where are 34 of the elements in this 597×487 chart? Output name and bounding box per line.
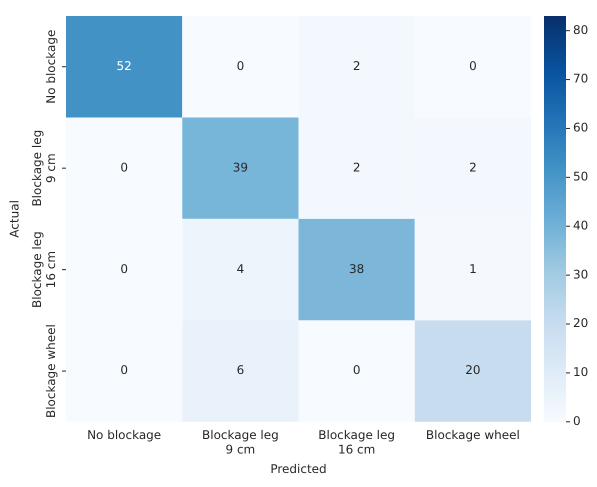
data-label: 1 bbox=[469, 262, 477, 276]
data-label: 0 bbox=[236, 58, 244, 73]
x-tick-label: Blockage leg 9 cm bbox=[202, 428, 279, 457]
x-tick-label: Blockage leg 16 cm bbox=[318, 428, 395, 457]
x-tick-label: No blockage bbox=[87, 428, 162, 442]
y-tick-label: Blockage leg 9 cm bbox=[30, 130, 58, 207]
data-label: 0 bbox=[120, 262, 128, 276]
data-label: 2 bbox=[469, 160, 477, 174]
data-label: 52 bbox=[116, 58, 132, 73]
data-label: 38 bbox=[348, 262, 364, 276]
color-bar-label: 10 bbox=[573, 365, 588, 380]
color-bar-label: 80 bbox=[573, 22, 588, 37]
color-bar-label: 60 bbox=[573, 120, 588, 135]
color-bar-label: 50 bbox=[573, 169, 588, 184]
data-label: 20 bbox=[465, 363, 481, 378]
color-bar-label: 20 bbox=[573, 316, 588, 330]
color-bar-label: 40 bbox=[573, 218, 588, 232]
data-label: 4 bbox=[236, 262, 244, 276]
data-label: 6 bbox=[236, 363, 244, 378]
data-label: 2 bbox=[352, 160, 360, 174]
color-bar-label: 30 bbox=[573, 267, 588, 282]
data-label: 2 bbox=[352, 58, 360, 73]
y-tick-label: No blockage bbox=[44, 30, 58, 104]
color-bar-label: 0 bbox=[573, 414, 581, 428]
data-label: 0 bbox=[120, 363, 128, 378]
color-bar-label: 70 bbox=[573, 72, 588, 86]
y-tick-label: Blockage leg 16 cm bbox=[30, 231, 58, 308]
data-label: 0 bbox=[469, 58, 477, 73]
data-label: 0 bbox=[352, 363, 360, 378]
y-axis-title: Actual bbox=[7, 200, 22, 238]
x-tick-label: Blockage wheel bbox=[426, 428, 520, 442]
data-label: 39 bbox=[232, 160, 248, 174]
data-label: 0 bbox=[120, 160, 128, 174]
x-axis-title: Predicted bbox=[270, 462, 327, 476]
